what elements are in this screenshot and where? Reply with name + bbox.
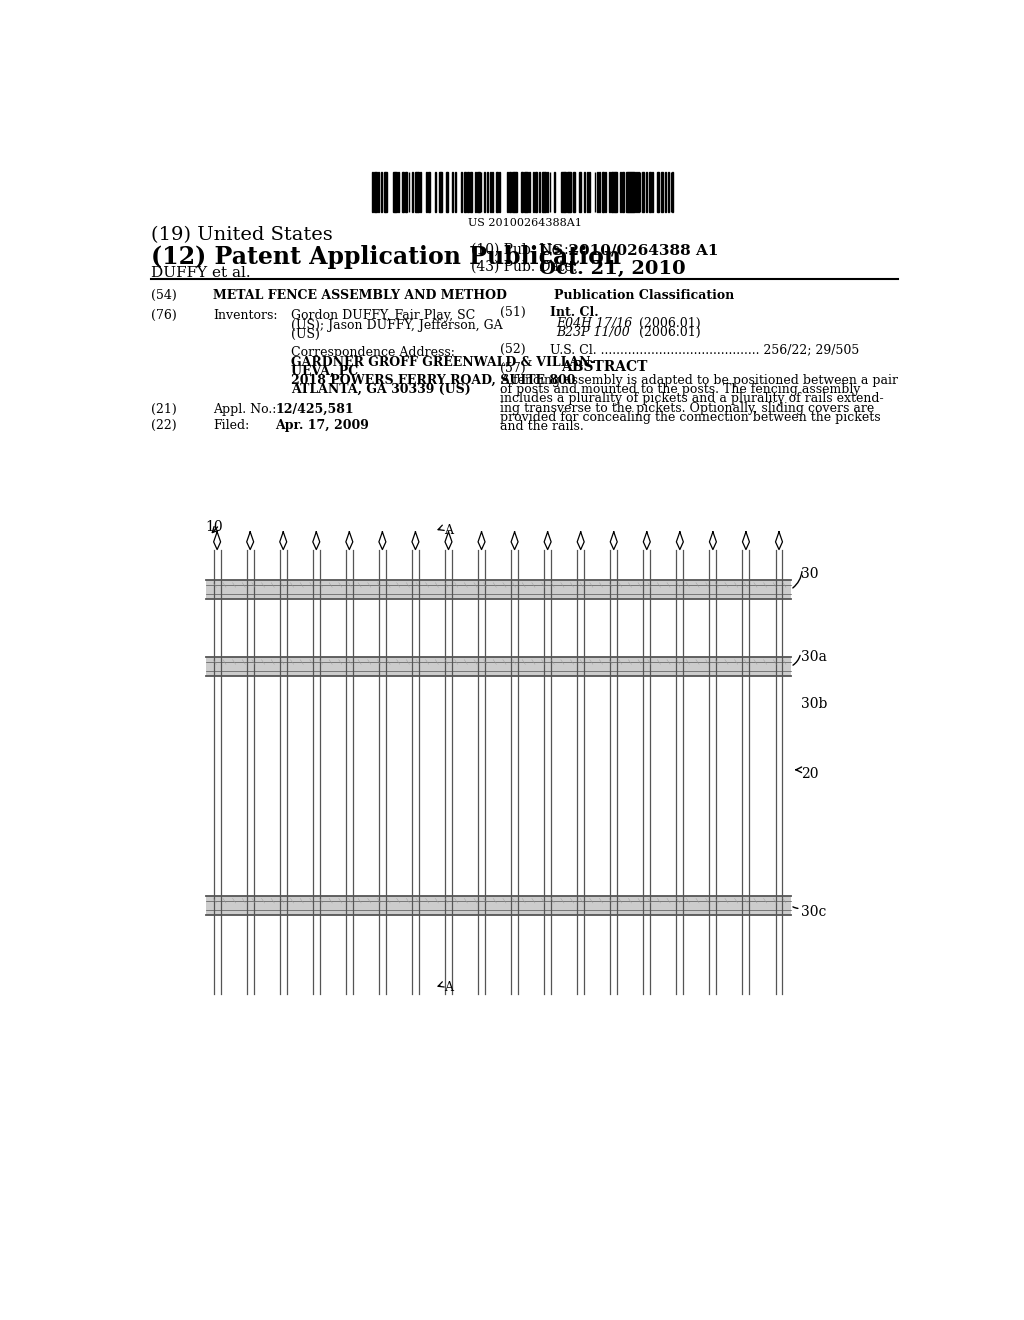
Text: Oct. 21, 2010: Oct. 21, 2010 [539, 260, 685, 279]
Bar [622, 173, 624, 213]
Bar [601, 173, 603, 213]
Bar [626, 173, 628, 213]
Text: provided for concealing the connection between the pickets: provided for concealing the connection b… [500, 411, 881, 424]
Text: ATLANTA, GA 30339 (US): ATLANTA, GA 30339 (US) [291, 383, 470, 396]
Bar [512, 173, 514, 213]
Bar [528, 173, 530, 213]
Text: U.S. Cl. ......................................... 256/22; 29/505: U.S. Cl. ...............................… [550, 343, 859, 356]
Bar [375, 173, 377, 213]
Text: ing transverse to the pickets. Optionally, sliding covers are: ing transverse to the pickets. Optionall… [500, 401, 874, 414]
Text: (US); Jason DUFFY, Jefferson, GA: (US); Jason DUFFY, Jefferson, GA [291, 318, 503, 331]
Bar [539, 173, 541, 213]
Text: 20: 20 [801, 767, 818, 780]
Text: and the rails.: and the rails. [500, 420, 584, 433]
Bar [385, 173, 387, 213]
Text: DUFFY et al.: DUFFY et al. [152, 267, 251, 280]
Bar [526, 173, 528, 213]
Bar [428, 173, 430, 213]
Bar [509, 173, 511, 213]
Bar [435, 173, 436, 213]
Text: Appl. No.:: Appl. No.: [213, 404, 276, 416]
Text: UEVA, PC: UEVA, PC [291, 364, 358, 378]
Bar [652, 173, 653, 213]
Text: (51): (51) [500, 306, 525, 319]
Bar [206, 657, 791, 676]
Text: 30b: 30b [801, 697, 827, 711]
Text: Int. Cl.: Int. Cl. [550, 306, 599, 319]
Text: 10: 10 [206, 520, 223, 535]
Text: 30c: 30c [801, 906, 826, 919]
Bar [496, 173, 498, 213]
Text: B23P 11/00: B23P 11/00 [557, 326, 631, 339]
Bar [561, 173, 563, 213]
Text: ABSTRACT: ABSTRACT [561, 360, 648, 374]
Text: Gordon DUFFY, Fair Play, SC: Gordon DUFFY, Fair Play, SC [291, 309, 475, 322]
Text: 2018 POWERS FERRY ROAD, SUITE 800: 2018 POWERS FERRY ROAD, SUITE 800 [291, 374, 575, 387]
Bar [464, 173, 466, 213]
Text: (10) Pub. No.:: (10) Pub. No.: [471, 243, 568, 257]
Bar [656, 173, 658, 213]
Text: (2006.01): (2006.01) [640, 326, 701, 339]
Bar [544, 173, 545, 213]
Bar [642, 173, 644, 213]
Text: (21): (21) [152, 404, 177, 416]
Bar [417, 173, 418, 213]
Text: (76): (76) [152, 309, 177, 322]
Text: US 20100264388A1: US 20100264388A1 [468, 218, 582, 228]
Text: A fencing assembly is adapted to be positioned between a pair: A fencing assembly is adapted to be posi… [500, 374, 898, 387]
Bar [536, 173, 538, 213]
Text: Correspondence Address:: Correspondence Address: [291, 346, 455, 359]
Text: 30a: 30a [801, 649, 826, 664]
Bar [470, 173, 472, 213]
Text: of posts and mounted to the posts. The fencing assembly: of posts and mounted to the posts. The f… [500, 383, 860, 396]
Bar [662, 173, 663, 213]
Text: (2006.01): (2006.01) [640, 317, 701, 330]
Bar [612, 173, 614, 213]
Text: GARDNER GROFF GREENWALD & VILLAN-: GARDNER GROFF GREENWALD & VILLAN- [291, 355, 595, 368]
Bar [587, 173, 589, 213]
Bar [393, 173, 395, 213]
Text: 30: 30 [801, 566, 818, 581]
Bar [395, 173, 397, 213]
Bar [521, 173, 522, 213]
Text: A: A [444, 524, 454, 537]
Bar [579, 173, 581, 213]
Text: (19) United States: (19) United States [152, 226, 333, 244]
Bar [572, 173, 575, 213]
Bar [486, 173, 488, 213]
Text: 12/425,581: 12/425,581 [275, 404, 354, 416]
Bar [206, 896, 791, 915]
Text: METAL FENCE ASSEMBLY AND METHOD: METAL FENCE ASSEMBLY AND METHOD [213, 289, 507, 302]
Text: Publication Classification: Publication Classification [554, 289, 734, 302]
Text: (57): (57) [500, 362, 525, 375]
Text: (52): (52) [500, 343, 525, 356]
Text: E04H 17/16: E04H 17/16 [557, 317, 633, 330]
Bar [467, 173, 469, 213]
Text: US 2010/0264388 A1: US 2010/0264388 A1 [539, 243, 718, 257]
Bar [584, 173, 586, 213]
Text: includes a plurality of pickets and a plurality of rails extend-: includes a plurality of pickets and a pl… [500, 392, 884, 405]
Text: (22): (22) [152, 418, 177, 432]
Text: Filed:: Filed: [213, 418, 250, 432]
Text: (43) Pub. Date:: (43) Pub. Date: [471, 260, 577, 275]
Text: (12) Patent Application Publication: (12) Patent Application Publication [152, 244, 622, 269]
Text: (US): (US) [291, 327, 319, 341]
Text: Inventors:: Inventors: [213, 309, 278, 322]
Bar [477, 173, 479, 213]
Bar [566, 173, 568, 213]
Text: A: A [444, 981, 454, 994]
Bar [206, 581, 791, 599]
Text: Apr. 17, 2009: Apr. 17, 2009 [275, 418, 369, 432]
Bar [514, 173, 515, 213]
Bar [378, 173, 379, 213]
Text: (54): (54) [152, 289, 177, 302]
Bar [439, 173, 441, 213]
Bar [633, 173, 635, 213]
Bar [649, 173, 651, 213]
